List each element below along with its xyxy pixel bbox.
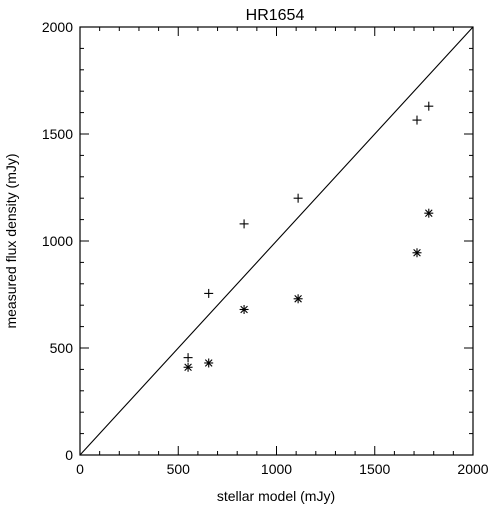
axis-ticks bbox=[79, 26, 474, 456]
plus-marker bbox=[204, 288, 214, 298]
plus-marker bbox=[239, 219, 249, 229]
y-tick-label: 1000 bbox=[42, 233, 73, 249]
x-tick-label: 1500 bbox=[359, 461, 390, 477]
x-tick-label: 0 bbox=[76, 461, 84, 477]
marker-stroke bbox=[424, 209, 433, 217]
y-axis-label: measured flux density (mJy) bbox=[3, 153, 19, 328]
x-tick-label: 1000 bbox=[261, 461, 292, 477]
asterisk-marker bbox=[293, 294, 303, 304]
x-axis-label: stellar model (mJy) bbox=[217, 488, 335, 504]
x-tick-label: 2000 bbox=[457, 461, 488, 477]
y-tick-label: 500 bbox=[50, 340, 74, 356]
marker-stroke bbox=[294, 294, 302, 303]
y-tick-label: 1500 bbox=[42, 126, 73, 142]
y-tick-label: 2000 bbox=[42, 19, 73, 35]
tick-labels: 0 500 1000 1500 2000 0 500 1000 1500 2000 bbox=[42, 19, 489, 477]
marker-stroke bbox=[413, 248, 421, 257]
asterisk-marker bbox=[412, 248, 422, 258]
plus-marker bbox=[183, 353, 193, 363]
asterisk-marker bbox=[239, 304, 249, 314]
x-tick-label: 500 bbox=[167, 461, 191, 477]
asterisk-marker bbox=[424, 208, 434, 218]
plus-marker bbox=[412, 115, 422, 125]
marker-stroke bbox=[184, 363, 192, 372]
y-tick-label: 0 bbox=[65, 447, 73, 463]
marker-stroke bbox=[240, 305, 248, 314]
asterisk-marker bbox=[183, 362, 193, 372]
plus-marker bbox=[424, 101, 434, 111]
one-to-one-line bbox=[79, 26, 474, 456]
data-points bbox=[183, 101, 434, 372]
marker-stroke bbox=[204, 359, 213, 367]
plus-marker bbox=[293, 193, 303, 203]
asterisk-marker bbox=[204, 358, 214, 368]
chart-title: HR1654 bbox=[246, 7, 305, 24]
